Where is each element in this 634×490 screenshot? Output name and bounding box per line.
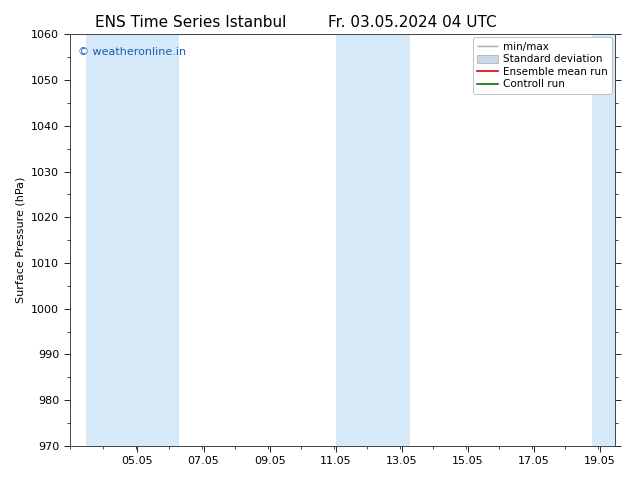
Text: ENS Time Series Istanbul: ENS Time Series Istanbul xyxy=(94,15,286,30)
Text: Fr. 03.05.2024 04 UTC: Fr. 03.05.2024 04 UTC xyxy=(328,15,496,30)
Bar xyxy=(86,34,179,446)
Y-axis label: Surface Pressure (hPa): Surface Pressure (hPa) xyxy=(16,177,25,303)
Text: © weatheronline.in: © weatheronline.in xyxy=(78,47,186,57)
Bar xyxy=(336,34,410,446)
Bar xyxy=(592,34,615,446)
Legend: min/max, Standard deviation, Ensemble mean run, Controll run: min/max, Standard deviation, Ensemble me… xyxy=(473,37,612,94)
